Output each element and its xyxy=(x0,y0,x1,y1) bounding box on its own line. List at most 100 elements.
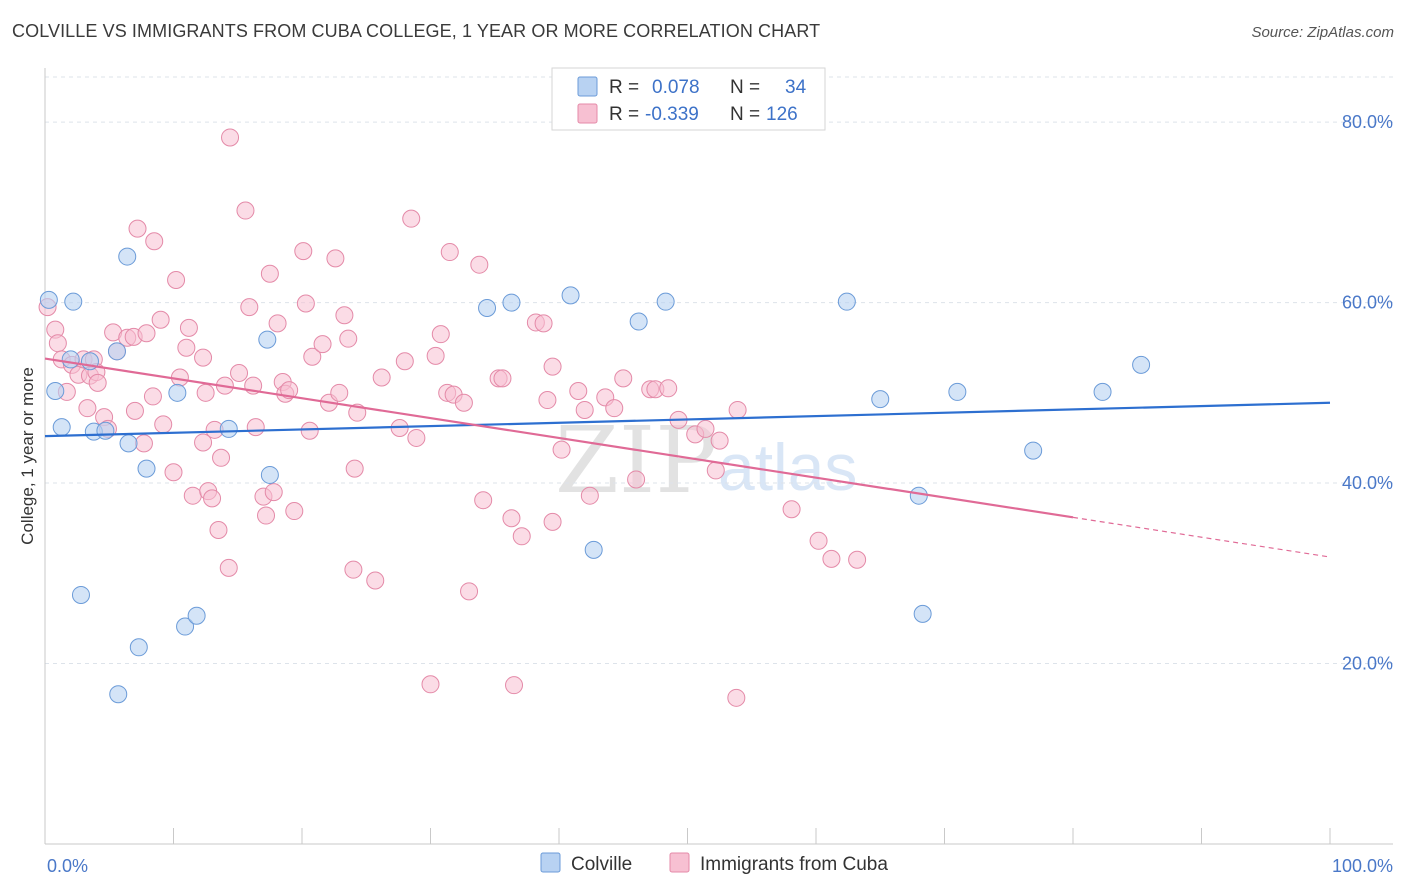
point-cuba xyxy=(395,352,414,371)
point-cuba xyxy=(345,459,364,478)
point-cuba xyxy=(460,582,479,601)
point-colville xyxy=(584,540,603,559)
point-colville xyxy=(1132,355,1151,374)
point-cuba xyxy=(164,463,183,482)
point-colville xyxy=(61,350,80,369)
point-cuba xyxy=(209,520,228,539)
point-cuba xyxy=(512,527,531,546)
point-colville xyxy=(1093,382,1112,401)
point-cuba xyxy=(179,318,198,337)
point-cuba xyxy=(303,347,322,366)
point-cuba xyxy=(848,550,867,569)
legend-n-value-colville: 34 xyxy=(785,77,807,98)
point-cuba xyxy=(335,306,354,325)
x-tick-label-0: 0.0% xyxy=(47,856,88,876)
point-cuba xyxy=(782,500,801,519)
point-cuba xyxy=(78,399,97,418)
legend-swatch-cuba xyxy=(577,103,598,124)
point-cuba xyxy=(493,369,512,388)
point-cuba xyxy=(706,461,725,480)
point-colville xyxy=(109,685,128,704)
point-cuba xyxy=(194,348,213,367)
point-colville xyxy=(187,606,206,625)
point-colville xyxy=(119,434,138,453)
point-cuba xyxy=(264,483,283,502)
point-cuba xyxy=(605,399,624,418)
point-colville xyxy=(118,247,137,266)
legend-swatch-colville xyxy=(577,76,598,97)
point-cuba xyxy=(659,379,678,398)
y-axis-tick-labels: 20.0% 40.0% 60.0% 80.0% xyxy=(1342,112,1393,673)
trend-line-colville xyxy=(44,401,1331,438)
point-cuba xyxy=(727,688,746,707)
point-cuba xyxy=(339,329,358,348)
legend-r-value-cuba: -0.339 xyxy=(645,104,699,125)
x-tick-label-100: 100.0% xyxy=(1332,856,1393,876)
point-colville xyxy=(39,290,58,309)
point-cuba xyxy=(257,506,276,525)
point-cuba xyxy=(431,325,450,344)
point-cuba xyxy=(194,433,213,452)
legend-stats: R = 0.078 N = 34 R = -0.339 N = 126 xyxy=(551,67,826,131)
point-cuba xyxy=(236,201,255,220)
point-colville xyxy=(71,585,90,604)
legend-r-label-colville: R = xyxy=(609,77,639,98)
point-cuba xyxy=(474,491,493,510)
series-immigrants-from-cuba xyxy=(38,128,867,707)
point-cuba xyxy=(534,314,553,333)
legend-n-value-cuba: 126 xyxy=(766,104,798,125)
point-cuba xyxy=(313,335,332,354)
point-cuba xyxy=(137,324,156,343)
point-cuba xyxy=(230,363,249,382)
legend-bottom-label-cuba: Immigrants from Cuba xyxy=(700,854,888,875)
y-axis-label: College, 1 year or more xyxy=(18,367,37,545)
point-cuba xyxy=(710,431,729,450)
point-colville xyxy=(64,292,83,311)
point-colville xyxy=(656,292,675,311)
point-cuba xyxy=(177,338,196,357)
point-colville xyxy=(168,383,187,402)
point-cuba xyxy=(246,418,265,437)
point-cuba xyxy=(696,419,715,438)
point-colville xyxy=(837,292,856,311)
point-colville xyxy=(258,330,277,349)
y-tick-label: 40.0% xyxy=(1342,473,1393,493)
point-cuba xyxy=(809,531,828,550)
point-cuba xyxy=(145,232,164,251)
point-cuba xyxy=(221,128,240,147)
point-cuba xyxy=(260,264,279,283)
point-cuba xyxy=(88,373,107,392)
point-cuba xyxy=(296,294,315,313)
point-colville xyxy=(137,459,156,478)
point-cuba xyxy=(552,440,571,459)
point-cuba xyxy=(440,243,459,262)
point-cuba xyxy=(300,421,319,440)
point-colville xyxy=(909,486,928,505)
source-label: Source: ZipAtlas.com xyxy=(1251,24,1394,41)
point-cuba xyxy=(183,486,202,505)
point-cuba xyxy=(330,383,349,402)
chart-title: COLVILLE VS IMMIGRANTS FROM CUBA COLLEGE… xyxy=(12,21,821,41)
point-cuba xyxy=(212,448,231,467)
point-cuba xyxy=(614,369,633,388)
point-colville xyxy=(129,638,148,657)
point-colville xyxy=(948,382,967,401)
point-cuba xyxy=(344,560,363,579)
point-cuba xyxy=(154,415,173,434)
point-colville xyxy=(1024,441,1043,460)
point-colville xyxy=(478,299,497,318)
point-cuba xyxy=(421,675,440,694)
point-colville xyxy=(561,286,580,305)
series-colville xyxy=(39,247,1151,704)
point-colville xyxy=(502,293,521,312)
point-colville xyxy=(107,342,126,361)
point-cuba xyxy=(151,310,170,329)
point-cuba xyxy=(366,571,385,590)
legend-series: Colville Immigrants from Cuba xyxy=(540,852,888,875)
y-tick-label: 60.0% xyxy=(1342,293,1393,313)
legend-r-label-cuba: R = xyxy=(609,104,639,125)
point-cuba xyxy=(134,434,153,453)
trend-lines xyxy=(44,357,1331,558)
legend-n-label-cuba: N = xyxy=(730,104,760,125)
legend-bottom-swatch-colville xyxy=(540,852,561,873)
